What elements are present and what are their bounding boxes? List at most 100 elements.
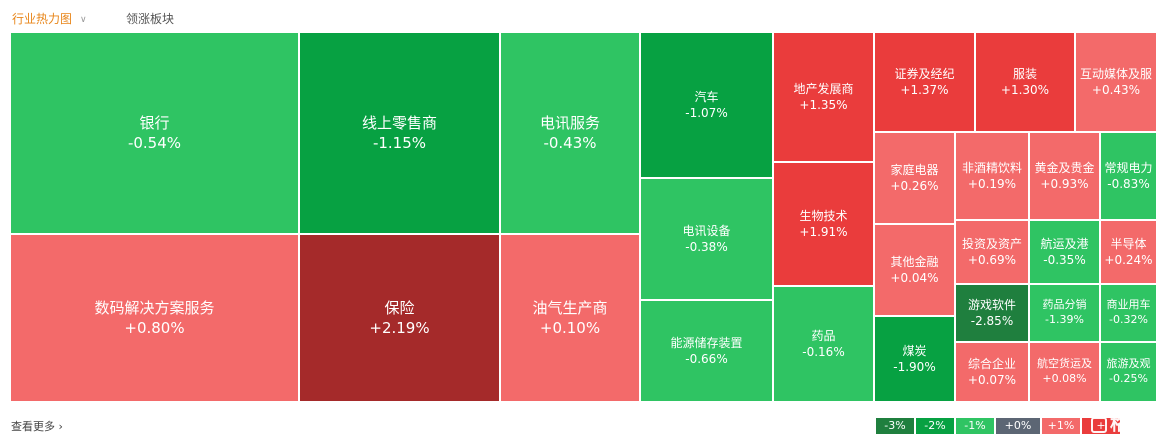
sector-name: 航空货运及 — [1037, 357, 1092, 371]
tab-industry-heatmap-label: 行业热力图 — [12, 12, 73, 26]
sector-tile[interactable]: 生物技术 +1.91% — [773, 162, 874, 286]
sector-name: 综合企业 — [967, 356, 1016, 371]
sector-tile[interactable]: 商业用车 -0.32% — [1100, 284, 1157, 342]
sector-tile[interactable]: 综合企业 +0.07% — [955, 342, 1029, 402]
sector-tile[interactable]: 其他金融 +0.04% — [874, 224, 955, 316]
tab-leading-sectors[interactable]: 领涨板块 — [126, 12, 175, 26]
sector-tile[interactable]: 家庭电器 +0.26% — [874, 132, 955, 224]
watermark-logo: 格隆汇 — [1091, 410, 1167, 436]
sector-change: +0.10% — [539, 319, 601, 337]
sector-tile[interactable]: 非酒精饮料 +0.19% — [955, 132, 1029, 220]
sector-name: 线上零售商 — [361, 113, 437, 132]
chevron-down-icon[interactable]: ∨ — [80, 15, 87, 25]
legend-plus-1: +1% — [1042, 418, 1080, 434]
sector-change: -0.38% — [685, 240, 728, 254]
sector-tile[interactable]: 服装 +1.30% — [975, 32, 1075, 132]
logo-icon — [1091, 417, 1107, 433]
sector-change: +0.08% — [1042, 372, 1087, 385]
sector-tile[interactable]: 游戏软件 -2.85% — [955, 284, 1029, 342]
sector-change: +0.26% — [890, 179, 939, 193]
sector-change: -1.07% — [685, 106, 728, 120]
sector-change: -1.39% — [1045, 313, 1084, 326]
sector-name: 半导体 — [1110, 236, 1147, 251]
legend-minus-3: -3% — [876, 418, 914, 434]
sector-name: 能源储存装置 — [670, 335, 743, 350]
view-more-link[interactable]: 查看更多 › — [11, 420, 63, 433]
sector-name: 地产发展商 — [793, 81, 854, 96]
sector-name: 证券及经纪 — [894, 66, 955, 81]
sector-tile[interactable]: 银行 -0.54% — [10, 32, 299, 234]
sector-name: 商业用车 — [1106, 298, 1151, 312]
sector-name: 电讯服务 — [539, 113, 600, 132]
sector-name: 游戏软件 — [967, 297, 1016, 312]
sector-tile[interactable]: 药品 -0.16% — [773, 286, 874, 402]
sector-name: 煤炭 — [902, 343, 927, 358]
sector-change: -0.35% — [1043, 253, 1086, 267]
sector-change: +0.04% — [890, 271, 939, 285]
sector-tile[interactable]: 常规电力 -0.83% — [1100, 132, 1157, 220]
sector-name: 旅游及观 — [1106, 357, 1151, 371]
sector-change: -0.54% — [127, 134, 182, 152]
sector-tile[interactable]: 药品分销 -1.39% — [1029, 284, 1100, 342]
sector-name: 药品 — [811, 328, 836, 343]
color-legend: -3% -2% -1% +0% +1% + — [876, 418, 1120, 434]
sector-name: 家庭电器 — [890, 162, 939, 177]
sector-name: 服装 — [1012, 66, 1037, 81]
sector-tile[interactable]: 能源储存装置 -0.66% — [640, 300, 773, 402]
sector-change: -2.85% — [970, 314, 1014, 328]
sector-change: +0.93% — [1040, 177, 1089, 191]
sector-tile[interactable]: 电讯服务 -0.43% — [500, 32, 640, 234]
sector-name: 汽车 — [694, 89, 719, 104]
sector-change: -0.66% — [685, 352, 728, 366]
sector-change: +2.19% — [369, 319, 430, 337]
sector-change: +1.37% — [900, 83, 949, 97]
sector-change: -0.43% — [543, 134, 597, 152]
sector-change: +0.80% — [124, 319, 185, 337]
tab-industry-heatmap[interactable]: 行业热力图 ∨ — [12, 10, 87, 27]
sector-tile[interactable]: 投资及资产 +0.69% — [955, 220, 1029, 284]
sector-tile[interactable]: 汽车 -1.07% — [640, 32, 773, 178]
sector-change: -1.90% — [893, 360, 936, 374]
sector-change: -1.15% — [372, 134, 427, 152]
sector-name: 非酒精饮料 — [961, 160, 1022, 175]
tab-bar: 行业热力图 ∨ 领涨板块 — [0, 0, 1167, 32]
sector-name: 油气生产商 — [532, 298, 608, 317]
sector-change: +1.91% — [799, 225, 848, 239]
sector-name: 航运及港 — [1040, 236, 1089, 251]
sector-name: 电讯设备 — [682, 223, 731, 238]
sector-tile[interactable]: 保险 +2.19% — [299, 234, 500, 402]
sector-name: 投资及资产 — [961, 236, 1022, 251]
sector-name: 数码解决方案服务 — [94, 298, 215, 317]
sector-tile[interactable]: 数码解决方案服务 +0.80% — [10, 234, 299, 402]
legend-minus-1: -1% — [956, 418, 994, 434]
sector-change: +0.69% — [967, 253, 1017, 267]
sector-name: 药品分销 — [1042, 298, 1087, 312]
sector-change: -0.83% — [1107, 177, 1150, 191]
sector-change: -0.25% — [1109, 372, 1148, 385]
sector-tile[interactable]: 线上零售商 -1.15% — [299, 32, 500, 234]
sector-tile[interactable]: 电讯设备 -0.38% — [640, 178, 773, 300]
sector-change: +0.19% — [967, 177, 1017, 191]
sector-tile[interactable]: 油气生产商 +0.10% — [500, 234, 640, 402]
sector-tile[interactable]: 半导体 +0.24% — [1100, 220, 1157, 284]
sector-tile[interactable]: 航空货运及 +0.08% — [1029, 342, 1100, 402]
sector-tile[interactable]: 煤炭 -1.90% — [874, 316, 955, 402]
sector-tile[interactable]: 证券及经纪 +1.37% — [874, 32, 975, 132]
sector-change: +0.24% — [1104, 253, 1153, 267]
sector-tile[interactable]: 地产发展商 +1.35% — [773, 32, 874, 162]
legend-zero: +0% — [996, 418, 1040, 434]
sector-change: -0.32% — [1109, 313, 1148, 326]
sector-change: +0.43% — [1091, 83, 1141, 97]
sector-name: 其他金融 — [890, 254, 939, 269]
sector-name: 保险 — [384, 298, 415, 317]
sector-change: -0.16% — [802, 345, 845, 359]
sector-name: 生物技术 — [799, 208, 848, 223]
sector-change: +1.30% — [1000, 83, 1050, 97]
sector-tile[interactable]: 航运及港 -0.35% — [1029, 220, 1100, 284]
sector-change: +1.35% — [799, 98, 848, 112]
sector-name: 银行 — [139, 113, 170, 132]
sector-tile[interactable]: 互动媒体及服 +0.43% — [1075, 32, 1157, 132]
sector-tile[interactable]: 旅游及观 -0.25% — [1100, 342, 1157, 402]
sector-tile[interactable]: 黄金及贵金 +0.93% — [1029, 132, 1100, 220]
